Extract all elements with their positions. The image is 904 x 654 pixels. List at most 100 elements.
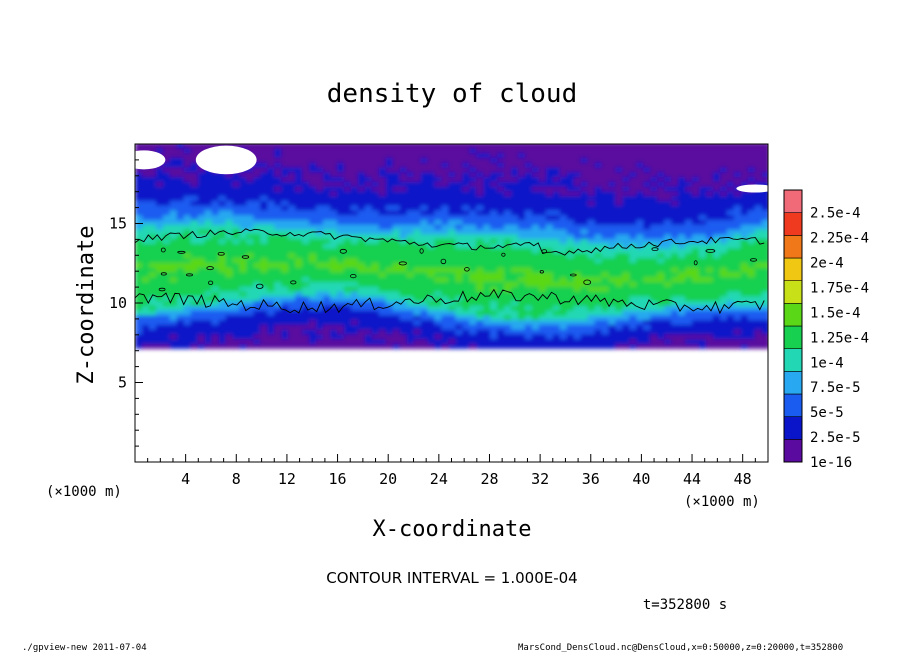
density-cell xyxy=(427,271,436,278)
density-cell xyxy=(629,295,638,301)
density-cell xyxy=(162,285,172,292)
density-cell xyxy=(330,185,339,192)
density-cell xyxy=(309,223,318,230)
density-cell xyxy=(142,252,151,259)
density-cell xyxy=(385,199,394,206)
density-cell xyxy=(587,204,596,211)
density-cell xyxy=(371,214,380,220)
density-cell xyxy=(246,180,255,187)
density-cell xyxy=(295,218,304,225)
density-cell xyxy=(531,285,541,292)
density-cell xyxy=(176,252,185,259)
density-cell xyxy=(253,199,262,206)
density-cell xyxy=(740,280,749,287)
density-cell xyxy=(615,314,624,321)
density-cell xyxy=(664,228,673,235)
density-cell xyxy=(594,194,603,201)
density-cell xyxy=(643,328,652,335)
density-cell xyxy=(316,290,325,297)
density-cell xyxy=(469,247,478,254)
density-cell xyxy=(545,295,554,301)
density-cell xyxy=(712,323,722,330)
density-cell xyxy=(267,280,276,287)
density-cell xyxy=(524,285,534,292)
density-cell xyxy=(761,295,768,301)
density-cell xyxy=(657,228,666,235)
density-cell xyxy=(378,161,387,168)
density-cell xyxy=(629,328,638,335)
density-cell xyxy=(483,271,492,278)
density-cell xyxy=(566,175,575,182)
density-cell xyxy=(490,194,499,201)
density-cell xyxy=(135,295,144,301)
density-cell xyxy=(594,218,603,225)
density-cell xyxy=(559,161,568,168)
density-cell xyxy=(378,209,387,216)
density-cell xyxy=(754,280,763,287)
density-cell xyxy=(343,304,353,311)
density-cell xyxy=(392,185,401,192)
density-cell xyxy=(281,242,290,249)
density-cell xyxy=(204,295,213,301)
density-cell xyxy=(469,237,478,244)
density-cell xyxy=(559,290,568,297)
density-cell xyxy=(302,328,311,335)
density-cell xyxy=(594,180,603,187)
density-cell xyxy=(420,342,429,349)
density-cell xyxy=(545,266,554,273)
density-cell xyxy=(371,318,380,325)
density-cell xyxy=(455,261,464,268)
density-cell xyxy=(392,318,401,325)
density-cell xyxy=(378,166,387,173)
density-cell xyxy=(692,166,701,173)
density-cell xyxy=(267,199,276,206)
density-cell xyxy=(441,171,450,177)
density-cell xyxy=(594,285,603,292)
density-cell xyxy=(155,333,165,340)
density-cell xyxy=(190,299,199,306)
density-cell xyxy=(288,323,297,330)
density-cell xyxy=(643,228,652,235)
density-cell xyxy=(483,166,492,173)
density-cell xyxy=(413,338,422,344)
density-cell xyxy=(267,271,276,278)
density-cell xyxy=(622,276,631,282)
density-cell xyxy=(413,261,422,268)
density-cell xyxy=(204,144,213,149)
density-cell xyxy=(594,209,603,216)
density-cell xyxy=(469,252,478,259)
density-cell xyxy=(343,199,353,206)
density-cell xyxy=(239,144,248,149)
density-cell xyxy=(295,233,304,239)
density-cell xyxy=(524,190,534,197)
density-cell xyxy=(385,151,394,158)
density-cell xyxy=(566,280,575,287)
density-cell xyxy=(573,199,582,206)
density-cell xyxy=(274,252,283,259)
density-cell xyxy=(427,247,436,254)
density-cell xyxy=(483,185,492,192)
density-cell xyxy=(155,185,165,192)
density-cell xyxy=(253,209,262,216)
density-cell xyxy=(504,161,513,168)
density-cell xyxy=(580,161,589,168)
density-cell xyxy=(336,161,346,168)
density-cell xyxy=(302,342,311,349)
density-cell xyxy=(162,333,172,340)
density-cell xyxy=(671,295,680,301)
density-cell xyxy=(490,256,499,263)
density-cell xyxy=(260,237,269,244)
density-cell xyxy=(392,328,401,335)
density-cell xyxy=(135,199,144,206)
density-cell xyxy=(176,144,185,149)
density-cell xyxy=(218,204,227,211)
density-cell xyxy=(538,171,548,177)
density-cell xyxy=(399,323,408,330)
density-cell xyxy=(615,261,624,268)
density-cell xyxy=(636,271,645,278)
density-cell xyxy=(343,161,353,168)
density-cell xyxy=(566,261,575,268)
density-cell xyxy=(309,333,318,340)
density-cell xyxy=(692,338,701,344)
density-cell xyxy=(253,271,262,278)
